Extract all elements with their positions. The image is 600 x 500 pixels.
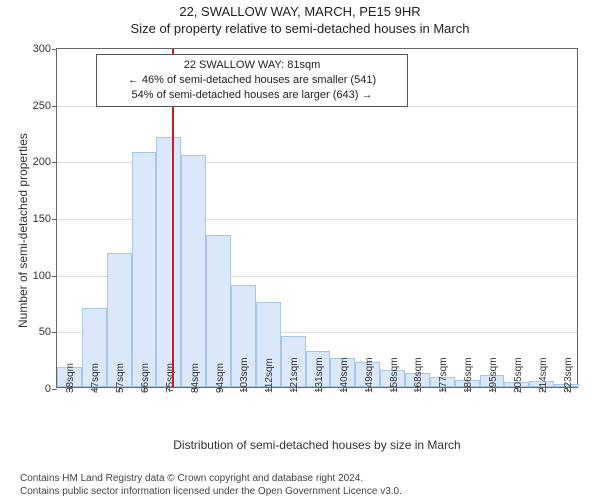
xtick-label: 158sqm xyxy=(389,357,400,393)
xtick-label: 84sqm xyxy=(190,363,201,393)
xtick-label: 223sqm xyxy=(563,357,574,393)
xtick-label: 75sqm xyxy=(165,363,176,393)
annotation-line-3: 54% of semi-detached houses are larger (… xyxy=(105,88,399,103)
ytick-label: 300 xyxy=(33,43,51,55)
ytick-mark xyxy=(52,219,57,220)
xtick-label: 66sqm xyxy=(140,363,151,393)
annotation-box: 22 SWALLOW WAY: 81sqm ← 46% of semi-deta… xyxy=(96,54,408,107)
ytick-mark xyxy=(52,106,57,107)
ytick-mark xyxy=(52,389,57,390)
x-axis-label: Distribution of semi-detached houses by … xyxy=(56,438,578,452)
ytick-mark xyxy=(52,49,57,50)
titles: 22, SWALLOW WAY, MARCH, PE15 9HR Size of… xyxy=(0,0,600,36)
chart-title: 22, SWALLOW WAY, MARCH, PE15 9HR xyxy=(0,4,600,19)
ytick-label: 0 xyxy=(45,383,51,395)
ytick-label: 200 xyxy=(33,156,51,168)
xtick-label: 186sqm xyxy=(463,357,474,393)
annotation-line-1: 22 SWALLOW WAY: 81sqm xyxy=(105,58,399,73)
xtick-label: 131sqm xyxy=(314,357,325,393)
ytick-label: 50 xyxy=(39,326,51,338)
ytick-label: 150 xyxy=(33,213,51,225)
chart-container: 22, SWALLOW WAY, MARCH, PE15 9HR Size of… xyxy=(0,0,600,500)
ytick-mark xyxy=(52,162,57,163)
footer-attribution: Contains HM Land Registry data © Crown c… xyxy=(20,472,402,498)
ytick-mark xyxy=(52,332,57,333)
chart-subtitle: Size of property relative to semi-detach… xyxy=(0,21,600,36)
xtick-label: 112sqm xyxy=(264,358,275,393)
annotation-line-2: ← 46% of semi-detached houses are smalle… xyxy=(105,73,399,88)
xtick-label: 195sqm xyxy=(488,357,499,393)
footer-line-1: Contains HM Land Registry data © Crown c… xyxy=(20,472,402,485)
xtick-label: 47sqm xyxy=(90,363,101,393)
xtick-label: 94sqm xyxy=(215,363,226,393)
ytick-mark xyxy=(52,276,57,277)
y-axis-label: Number of semi-detached properties xyxy=(16,133,30,328)
xtick-label: 57sqm xyxy=(115,363,126,393)
xtick-label: 103sqm xyxy=(239,357,250,393)
xtick-label: 205sqm xyxy=(513,357,524,393)
xtick-label: 214sqm xyxy=(538,357,549,393)
xtick-label: 168sqm xyxy=(413,357,424,393)
xtick-label: 140sqm xyxy=(339,357,350,393)
histogram-bar xyxy=(181,155,206,387)
xtick-label: 177sqm xyxy=(438,357,449,393)
ytick-label: 100 xyxy=(33,270,51,282)
histogram-bar xyxy=(132,152,157,387)
ytick-label: 250 xyxy=(33,100,51,112)
xtick-label: 149sqm xyxy=(364,357,375,393)
histogram-bar xyxy=(156,137,181,387)
footer-line-2: Contains public sector information licen… xyxy=(20,485,402,498)
xtick-label: 38sqm xyxy=(65,363,76,393)
xtick-label: 121sqm xyxy=(289,357,300,393)
